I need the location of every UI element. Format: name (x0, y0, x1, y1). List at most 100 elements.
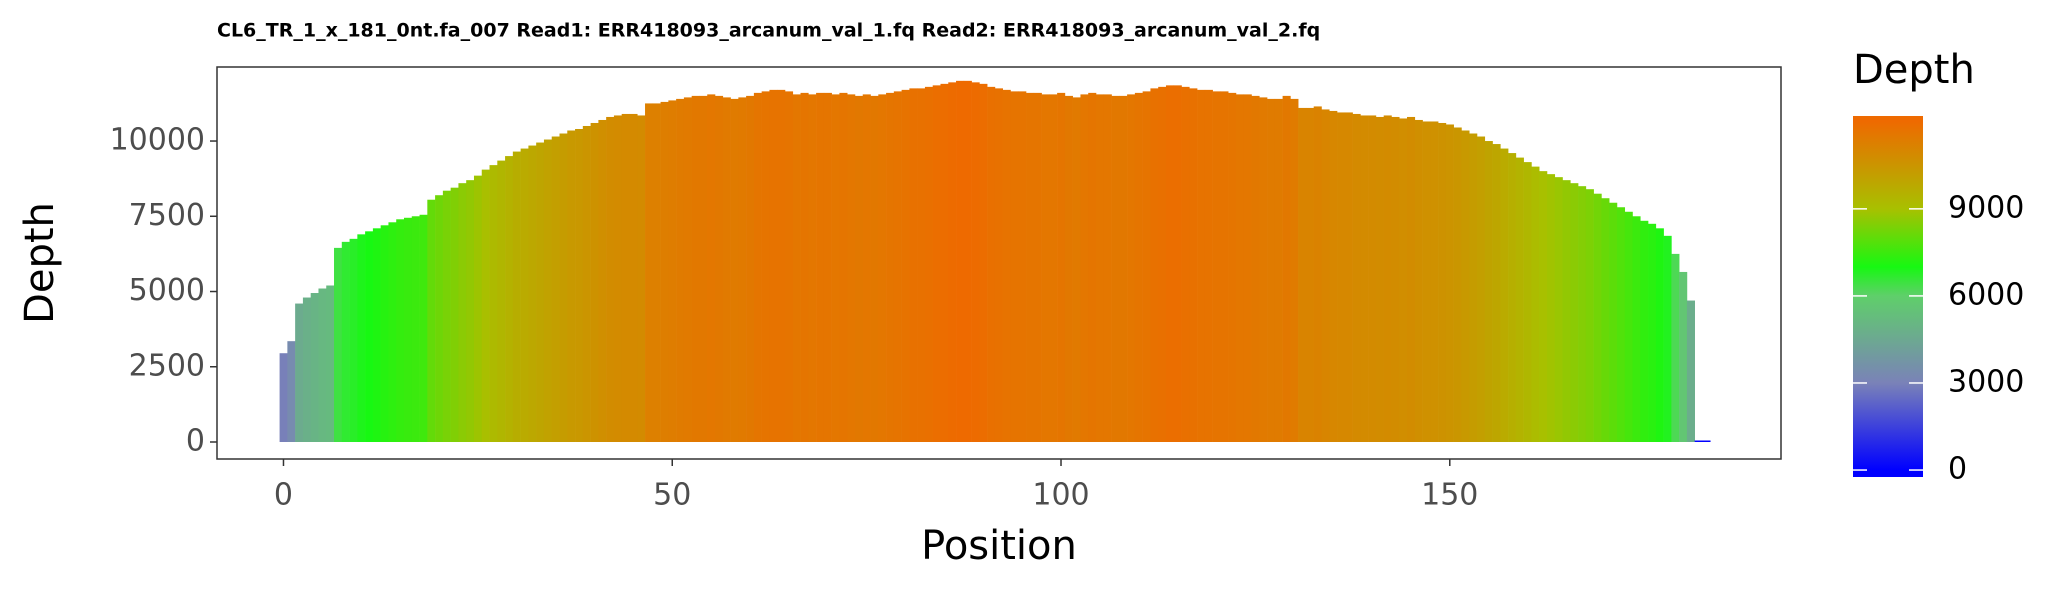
bar (1251, 95, 1260, 442)
x-tick-label: 50 (653, 478, 691, 513)
bar (979, 83, 988, 442)
bar (1313, 106, 1322, 442)
bar (1181, 86, 1190, 442)
x-axis-title: Position (921, 523, 1077, 569)
bar (645, 103, 654, 442)
bar (341, 241, 350, 442)
bar (543, 139, 553, 442)
bar (1064, 95, 1073, 442)
bar (1103, 94, 1112, 442)
bar (279, 353, 288, 442)
bar (1476, 136, 1486, 442)
bar (582, 125, 591, 442)
bar (1189, 88, 1198, 442)
bar (652, 103, 661, 442)
bar (893, 91, 902, 442)
bar (831, 94, 840, 442)
bar (1585, 189, 1594, 442)
bar (1640, 220, 1649, 442)
bar (1632, 216, 1641, 442)
bar (886, 92, 895, 442)
bar (1546, 174, 1556, 442)
bar (808, 94, 817, 442)
bar (1057, 92, 1066, 442)
bar (1508, 153, 1517, 442)
bar (1150, 88, 1159, 442)
bar (1204, 89, 1213, 442)
bar (365, 231, 374, 442)
bar (784, 91, 794, 442)
bar (606, 116, 615, 442)
bar (1344, 112, 1353, 442)
bar (1484, 141, 1493, 442)
bar (310, 293, 319, 442)
bar (1694, 440, 1703, 442)
bar (1088, 92, 1097, 442)
bar (1422, 121, 1431, 442)
bar (520, 148, 529, 442)
bar (909, 88, 918, 442)
y-tick-label: 5000 (129, 273, 205, 308)
bar (1165, 85, 1175, 442)
bar (847, 94, 856, 442)
y-tick-label: 2500 (129, 348, 205, 383)
bar (854, 95, 864, 442)
bar (419, 214, 428, 442)
bar (559, 133, 568, 442)
bar (1375, 116, 1384, 442)
colorbar-tick-label: 0 (1948, 452, 1967, 487)
bar (380, 225, 389, 442)
bar (1127, 94, 1136, 442)
bar (528, 145, 537, 442)
bar (1515, 157, 1524, 442)
bar (753, 92, 762, 442)
bar (396, 219, 405, 442)
bar (948, 82, 957, 442)
legend-title: Depth (1853, 47, 1975, 93)
bar (497, 160, 506, 442)
bar (1407, 116, 1416, 442)
bar (1049, 94, 1058, 442)
bar (1500, 148, 1509, 442)
bar (435, 195, 444, 442)
bar (637, 115, 646, 442)
bar (442, 190, 451, 442)
bar (450, 187, 459, 442)
bar (403, 217, 413, 442)
bar (1119, 95, 1128, 442)
bar (427, 199, 436, 442)
bar (707, 94, 716, 442)
bar (1111, 95, 1120, 442)
bar (349, 238, 358, 442)
bar (1010, 91, 1019, 442)
bar (1648, 223, 1657, 442)
bar (1414, 119, 1423, 442)
bar (1072, 97, 1081, 442)
bar (489, 165, 498, 442)
colorbar-tick-label: 6000 (1948, 277, 2024, 312)
bar (730, 98, 739, 442)
y-axis-title: Depth (17, 202, 63, 324)
bar (326, 285, 335, 442)
bar (1142, 91, 1151, 442)
bar (1368, 115, 1377, 442)
bar (411, 216, 420, 442)
bar (1305, 107, 1315, 442)
bar (1352, 113, 1361, 442)
bar (1018, 91, 1027, 442)
bar (1321, 109, 1330, 442)
bar (994, 88, 1003, 442)
bar (1663, 235, 1672, 442)
bar (1033, 92, 1042, 442)
bar (1026, 92, 1035, 442)
bar (839, 92, 848, 442)
bar (505, 156, 514, 442)
bar (940, 83, 949, 442)
bar (932, 85, 941, 442)
bar (1274, 98, 1283, 442)
bar (1290, 98, 1299, 442)
bar (388, 222, 397, 442)
bar (1158, 86, 1167, 442)
plot-border (216, 66, 1782, 460)
bar (372, 228, 381, 442)
